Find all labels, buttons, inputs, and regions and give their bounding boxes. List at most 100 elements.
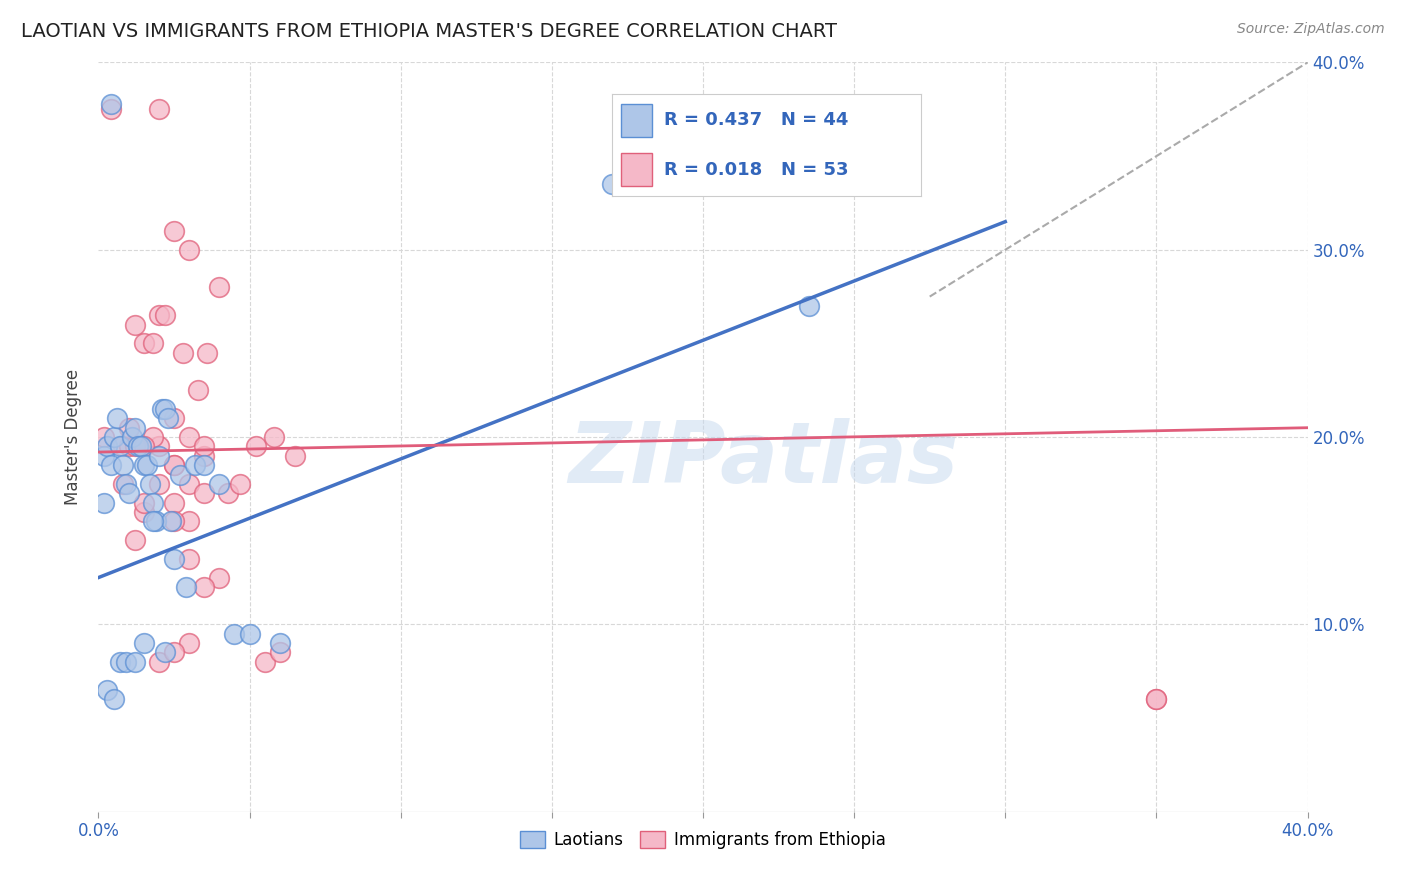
Point	[100, 96, 122, 111]
Point	[96, 683, 118, 698]
Point	[163, 496, 186, 510]
Text: R = 0.018   N = 53: R = 0.018 N = 53	[664, 161, 849, 178]
Point	[118, 440, 141, 453]
Y-axis label: Master's Degree: Master's Degree	[65, 369, 83, 505]
Point	[153, 308, 176, 322]
Point	[163, 551, 186, 566]
Point	[124, 533, 146, 547]
Point	[193, 580, 215, 594]
Point	[100, 102, 122, 116]
Point	[169, 467, 191, 482]
Point	[208, 571, 231, 585]
Point	[269, 646, 291, 660]
Point	[195, 345, 218, 359]
Point	[263, 430, 285, 444]
Point	[797, 299, 820, 313]
Point	[132, 440, 155, 453]
Text: Source: ZipAtlas.com: Source: ZipAtlas.com	[1237, 22, 1385, 37]
Point	[163, 224, 186, 238]
Point	[160, 514, 183, 528]
Point	[132, 458, 155, 473]
Point	[135, 458, 157, 473]
Point	[163, 458, 186, 473]
Point	[114, 655, 136, 669]
Point	[100, 458, 122, 473]
Point	[148, 440, 170, 453]
Point	[1144, 692, 1167, 706]
Point	[108, 655, 131, 669]
Point	[179, 514, 201, 528]
Point	[111, 476, 134, 491]
Point	[193, 486, 215, 500]
Point	[150, 401, 173, 416]
Point	[111, 458, 134, 473]
Point	[148, 476, 170, 491]
Point	[179, 430, 201, 444]
Point	[96, 440, 118, 453]
Point	[118, 421, 141, 435]
Legend: Laotians, Immigrants from Ethiopia: Laotians, Immigrants from Ethiopia	[513, 824, 893, 855]
Point	[174, 580, 197, 594]
Point	[148, 102, 170, 116]
Text: R = 0.437   N = 44: R = 0.437 N = 44	[664, 112, 849, 129]
Point	[124, 655, 146, 669]
Text: ZIPatlas: ZIPatlas	[568, 418, 959, 501]
Point	[208, 280, 231, 294]
Point	[142, 514, 165, 528]
Point	[129, 440, 152, 453]
Point	[148, 308, 170, 322]
Point	[224, 626, 246, 640]
Point	[187, 384, 209, 398]
Point	[284, 449, 307, 463]
Point	[124, 318, 146, 332]
Point	[124, 440, 146, 453]
Point	[132, 636, 155, 650]
Point	[118, 486, 141, 500]
Point	[132, 505, 155, 519]
Point	[108, 440, 131, 453]
Point	[217, 486, 239, 500]
Point	[163, 411, 186, 425]
Point	[103, 430, 125, 444]
Point	[193, 449, 215, 463]
Point	[245, 440, 267, 453]
Point	[179, 243, 201, 257]
FancyBboxPatch shape	[621, 104, 652, 136]
Point	[239, 626, 262, 640]
Point	[145, 514, 167, 528]
Point	[163, 514, 186, 528]
Point	[1144, 692, 1167, 706]
Point	[156, 411, 179, 425]
Point	[114, 476, 136, 491]
Point	[93, 430, 115, 444]
Point	[139, 476, 162, 491]
Point	[602, 177, 624, 191]
Point	[163, 646, 186, 660]
Point	[105, 27, 128, 41]
Point	[103, 692, 125, 706]
Point	[163, 458, 186, 473]
Point	[148, 449, 170, 463]
Point	[124, 421, 146, 435]
FancyBboxPatch shape	[621, 153, 652, 186]
Point	[229, 476, 252, 491]
Point	[148, 655, 170, 669]
Point	[179, 551, 201, 566]
Point	[253, 655, 276, 669]
Point	[193, 458, 215, 473]
Point	[111, 440, 134, 453]
Point	[132, 496, 155, 510]
Point	[208, 476, 231, 491]
Text: LAOTIAN VS IMMIGRANTS FROM ETHIOPIA MASTER'S DEGREE CORRELATION CHART: LAOTIAN VS IMMIGRANTS FROM ETHIOPIA MAST…	[21, 22, 837, 41]
Point	[142, 430, 165, 444]
Point	[142, 496, 165, 510]
Point	[142, 336, 165, 351]
Point	[184, 458, 207, 473]
Point	[153, 401, 176, 416]
Point	[132, 336, 155, 351]
Point	[105, 411, 128, 425]
Point	[93, 496, 115, 510]
Point	[172, 345, 194, 359]
Point	[269, 636, 291, 650]
Point	[193, 440, 215, 453]
